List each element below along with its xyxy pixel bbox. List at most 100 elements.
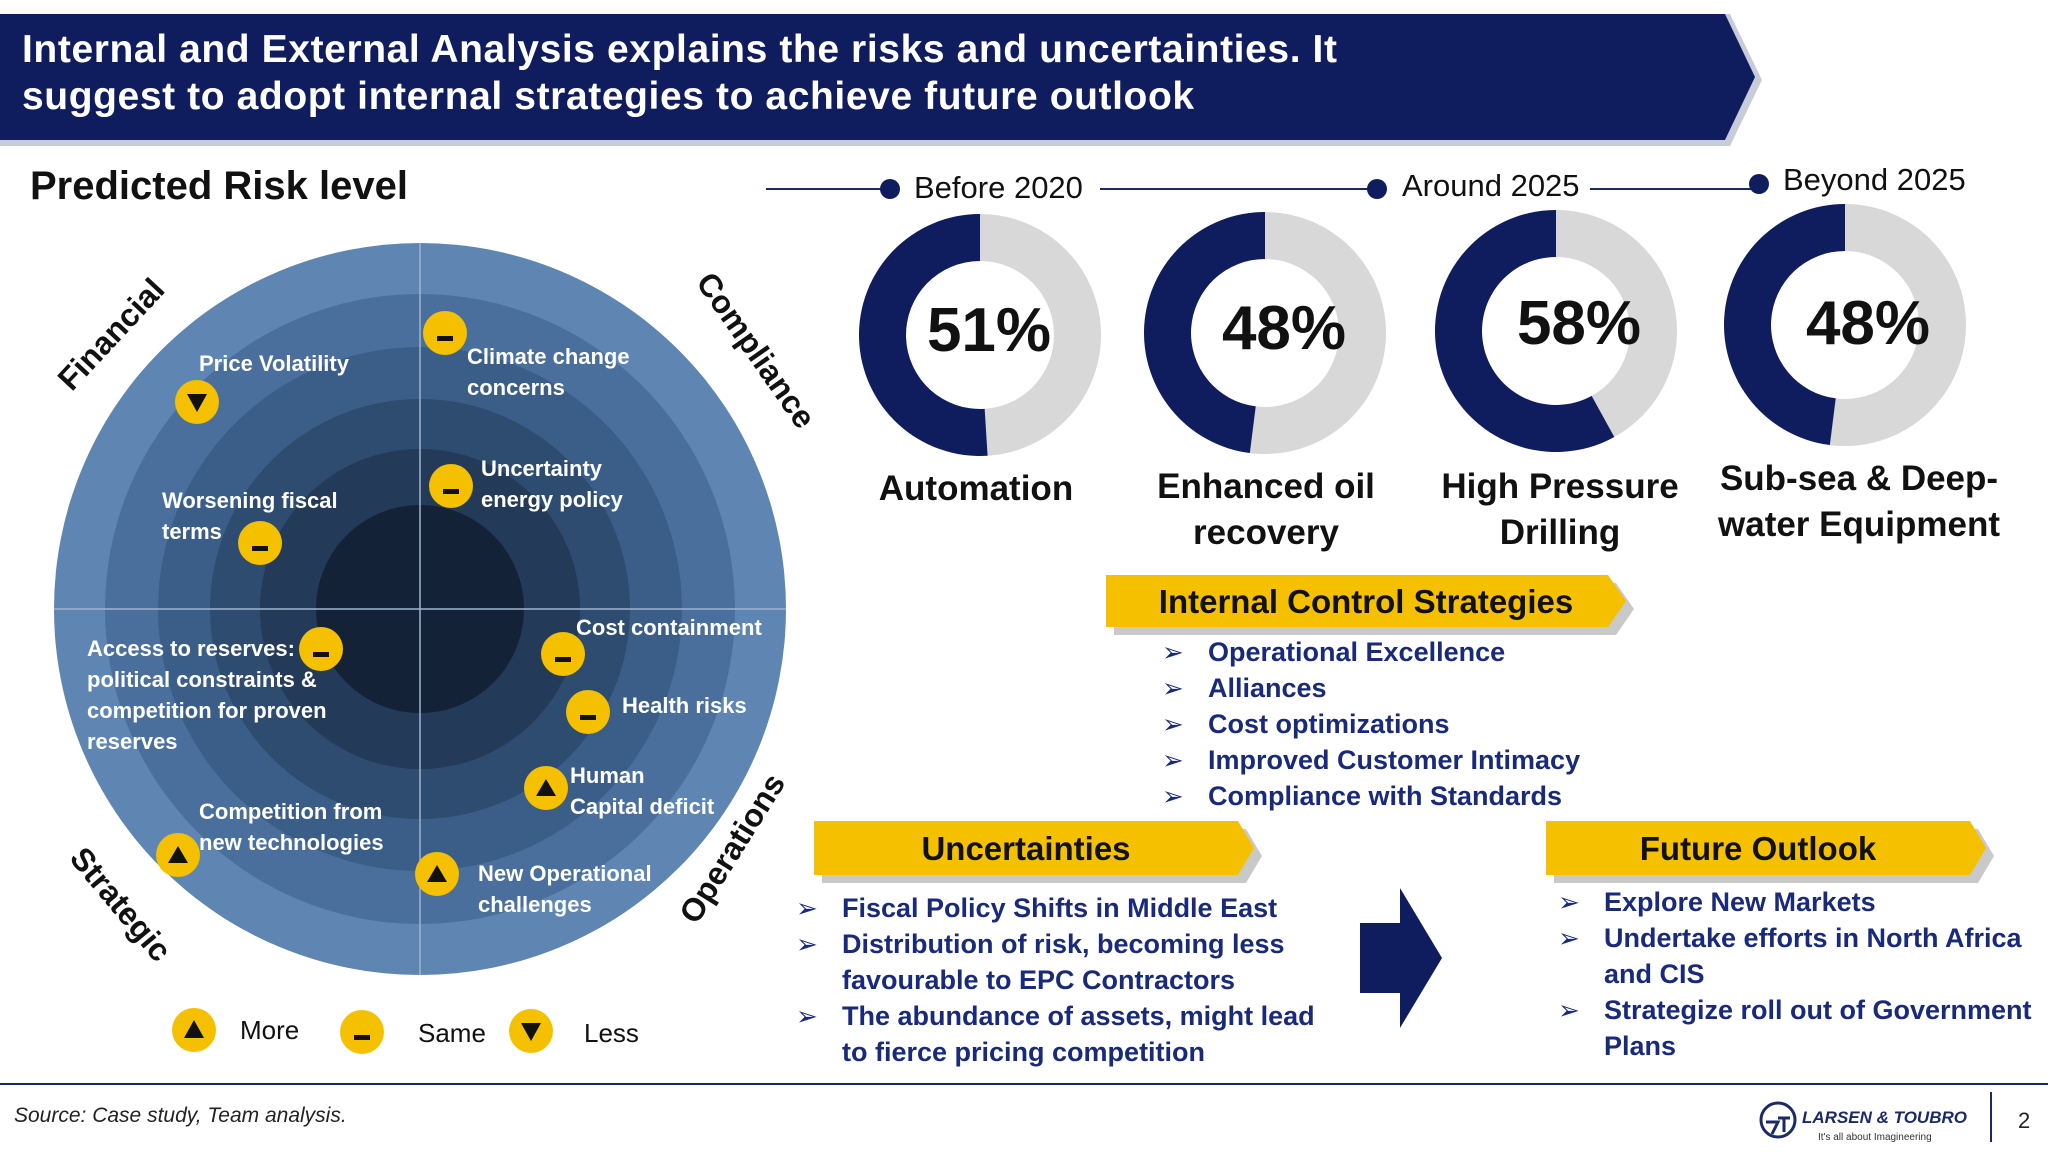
donut-fill-arc bbox=[1144, 212, 1265, 454]
risk-access-reserves: Access to reserves: political constraint… bbox=[87, 633, 327, 757]
risk-climate-change: Climate change concerns bbox=[467, 341, 630, 403]
list-item-line: to fierce pricing competition bbox=[842, 1037, 1206, 1067]
same-icon bbox=[566, 690, 610, 734]
list-item: Cost optimizations bbox=[1162, 706, 1580, 742]
caption-line: High Pressure bbox=[1441, 467, 1679, 506]
same-icon bbox=[429, 464, 473, 508]
timeline-dot bbox=[1367, 179, 1387, 199]
risk-competition-line1: Competition from bbox=[199, 799, 383, 824]
list-item-line: Plans bbox=[1604, 1031, 1677, 1061]
uncertainties-tab bbox=[814, 821, 1262, 883]
risk-cost-containment: Cost containment bbox=[576, 615, 762, 640]
donut-caption: High Pressure Drilling bbox=[1420, 464, 1700, 556]
risk-health: Health risks bbox=[622, 693, 747, 718]
risk-human-capital: Human Capital deficit bbox=[570, 760, 714, 822]
donut-enhanced-oil bbox=[1144, 212, 1386, 454]
list-item: Explore New Markets bbox=[1558, 884, 2032, 920]
list-item: The abundance of assets, might lead to fi… bbox=[796, 998, 1315, 1070]
list-item: Strategize roll out of Government Plans bbox=[1558, 992, 2032, 1064]
risk-reserves-line1: Access to reserves: bbox=[87, 636, 295, 661]
company-tagline: It's all about Imagineering bbox=[1818, 1132, 1932, 1143]
caption-line: recovery bbox=[1193, 513, 1339, 552]
risk-new-operational: New Operational challenges bbox=[478, 858, 652, 920]
future-outlook-list: Explore New Markets Undertake efforts in… bbox=[1558, 884, 2032, 1064]
risk-human-line2: Capital deficit bbox=[570, 794, 715, 819]
list-item-line: favourable to EPC Contractors bbox=[842, 965, 1236, 995]
donut-value: 48% bbox=[1221, 294, 1347, 363]
risk-reserves-line3: competition for proven bbox=[87, 698, 327, 723]
risk-uncertainty-line2: energy policy bbox=[481, 487, 623, 512]
footer-divider bbox=[0, 1083, 2048, 1085]
page-separator bbox=[1990, 1092, 1992, 1142]
risk-human-line1: Human bbox=[570, 763, 645, 788]
same-icon bbox=[423, 311, 467, 355]
page-number: 2 bbox=[2018, 1108, 2031, 1133]
list-item: Alliances bbox=[1162, 670, 1580, 706]
risk-fiscal-line1: Worsening fiscal bbox=[162, 488, 338, 513]
timeline-beyond-2025: Beyond 2025 bbox=[1783, 162, 1966, 197]
risk-price-volatility: Price Volatility bbox=[199, 351, 349, 376]
list-item: Distribution of risk, becoming less favou… bbox=[796, 926, 1315, 998]
legend-more: More bbox=[240, 1015, 300, 1045]
timeline-dot bbox=[1749, 174, 1769, 194]
donut-automation bbox=[859, 214, 1101, 456]
page-title: Internal and External Analysis explains … bbox=[22, 26, 1582, 120]
risk-newop-line1: New Operational bbox=[478, 861, 652, 886]
less-icon bbox=[175, 380, 219, 424]
list-item: Undertake efforts in North Africa and CIS bbox=[1558, 920, 2032, 992]
same-icon bbox=[299, 627, 343, 671]
risk-uncertainty-energy: Uncertainty energy policy bbox=[481, 453, 623, 515]
risk-uncertainty-line1: Uncertainty bbox=[481, 456, 603, 481]
legend-icons bbox=[172, 1008, 553, 1054]
risk-worsening-fiscal: Worsening fiscal terms bbox=[162, 485, 338, 547]
arrow-right-icon bbox=[1360, 888, 1442, 1028]
donut-caption: Sub-sea & Deep- water Equipment bbox=[1704, 456, 2014, 548]
list-item-line: and CIS bbox=[1604, 959, 1705, 989]
risk-climate-line1: Climate change bbox=[467, 344, 630, 369]
internal-control-tab bbox=[1106, 575, 1634, 635]
radar-circles bbox=[54, 243, 786, 975]
timeline-before-2020: Before 2020 bbox=[914, 170, 1083, 205]
donut-high-pressure bbox=[1435, 210, 1677, 452]
risk-reserves-line4: reserves bbox=[87, 729, 178, 754]
same-icon bbox=[238, 521, 282, 565]
risk-competition: Competition from new technologies bbox=[199, 796, 384, 858]
company-name: LARSEN & TOUBRO bbox=[1802, 1108, 1967, 1127]
more-icon bbox=[524, 766, 568, 810]
list-item: Compliance with Standards bbox=[1162, 778, 1580, 814]
title-line-1: Internal and External Analysis explains … bbox=[22, 28, 1338, 71]
list-item: Fiscal Policy Shifts in Middle East bbox=[796, 890, 1315, 926]
donut-caption: Enhanced oil recovery bbox=[1126, 464, 1406, 556]
donut-value: 48% bbox=[1805, 289, 1931, 358]
timeline-dot bbox=[880, 179, 900, 199]
title-line-2: suggest to adopt internal strategies to … bbox=[22, 75, 1195, 118]
legend-less: Less bbox=[584, 1018, 639, 1048]
timeline bbox=[766, 174, 1769, 199]
more-icon bbox=[172, 1008, 216, 1052]
source-note: Source: Case study, Team analysis. bbox=[14, 1104, 347, 1127]
list-item-line: The abundance of assets, might lead bbox=[842, 1001, 1315, 1031]
donut-caption: Automation bbox=[836, 466, 1116, 512]
more-icon bbox=[415, 852, 459, 896]
list-item-line: Strategize roll out of Government bbox=[1604, 995, 2032, 1025]
risk-newop-line2: challenges bbox=[478, 892, 592, 917]
future-outlook-title: Future Outlook bbox=[1639, 830, 1877, 867]
donut-fill-arc bbox=[1435, 210, 1615, 452]
same-icon bbox=[340, 1010, 384, 1054]
donut-fill-arc bbox=[1724, 204, 1845, 446]
list-item-line: Distribution of risk, becoming less bbox=[842, 929, 1285, 959]
risk-competition-line2: new technologies bbox=[199, 830, 384, 855]
caption-line: Automation bbox=[878, 469, 1074, 508]
list-item: Improved Customer Intimacy bbox=[1162, 742, 1580, 778]
donut-value: 51% bbox=[926, 296, 1052, 365]
caption-line: Sub-sea & Deep- bbox=[1719, 459, 1999, 498]
risk-radar: Price Volatility Climate change concerns… bbox=[0, 200, 823, 1080]
uncertainties-title: Uncertainties bbox=[921, 830, 1131, 867]
list-item: Operational Excellence bbox=[1162, 634, 1580, 670]
timeline-around-2025: Around 2025 bbox=[1402, 168, 1580, 203]
caption-line: Drilling bbox=[1499, 513, 1621, 552]
caption-line: Enhanced oil bbox=[1157, 467, 1375, 506]
header-banner bbox=[0, 14, 1762, 146]
internal-control-list: Operational Excellence Alliances Cost op… bbox=[1162, 634, 1580, 814]
donut-value: 58% bbox=[1516, 289, 1642, 358]
